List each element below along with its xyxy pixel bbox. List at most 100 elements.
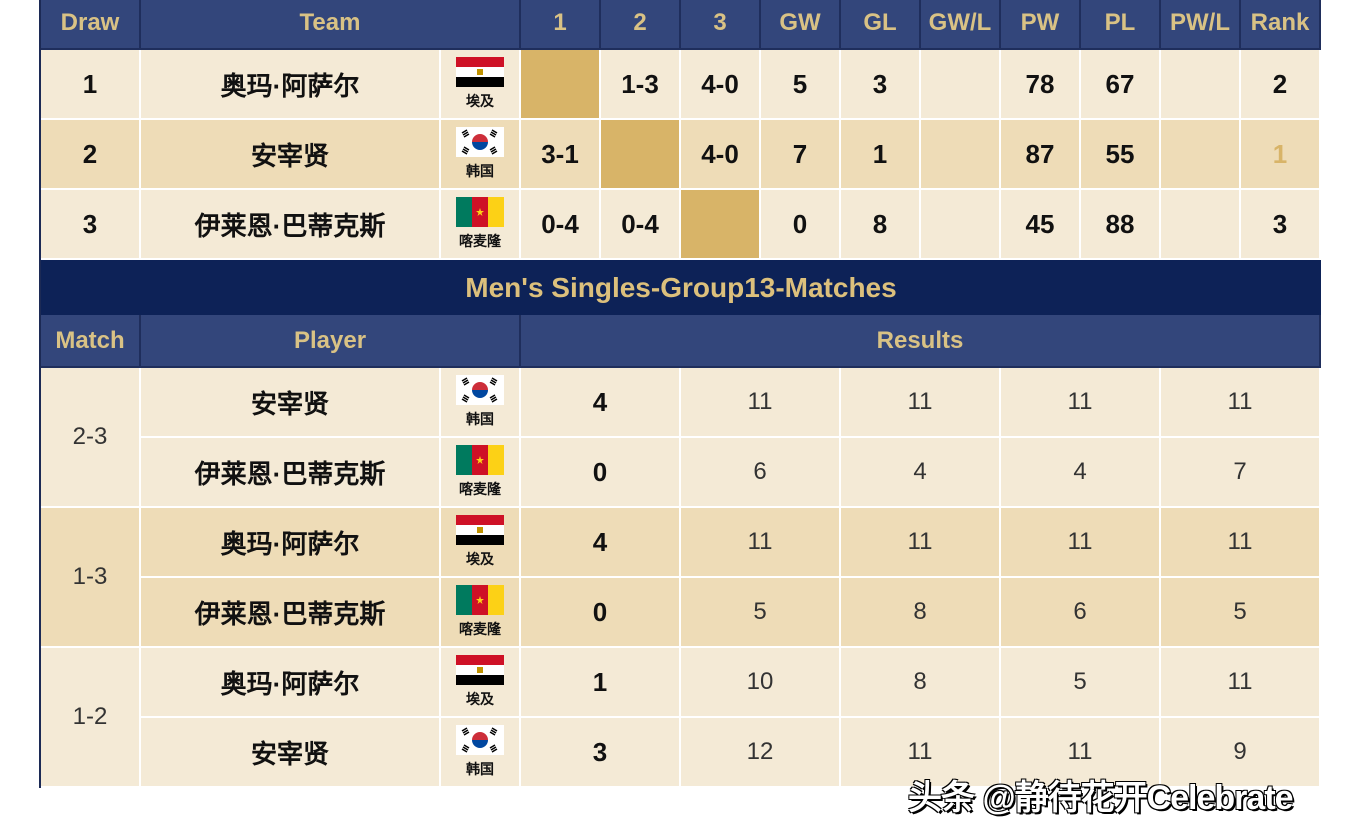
draw-cell: 1 xyxy=(41,50,141,120)
country-label: 喀麦隆 xyxy=(459,621,501,637)
header-pl: PL xyxy=(1081,0,1161,50)
game-score: 4 xyxy=(1001,438,1161,508)
gl-cell: 1 xyxy=(841,120,921,190)
game-score: 8 xyxy=(841,578,1001,648)
game-score: 11 xyxy=(841,718,1001,788)
header-pw: PW xyxy=(1001,0,1081,50)
rank-cell: 3 xyxy=(1241,190,1321,260)
country-label: 埃及 xyxy=(466,93,494,109)
game-score: 11 xyxy=(681,368,841,438)
game-score: 7 xyxy=(1161,438,1321,508)
player-name: 安宰贤 xyxy=(141,368,441,438)
game-score: 5 xyxy=(681,578,841,648)
game-score: 9 xyxy=(1161,718,1321,788)
header-pwl: PW/L xyxy=(1161,0,1241,50)
header-gwl: GW/L xyxy=(921,0,1001,50)
match-score: 0 xyxy=(521,578,681,648)
player-name: 奥玛·阿萨尔 xyxy=(141,508,441,578)
flag-cell: 韩国 xyxy=(441,120,521,190)
header-results: Results xyxy=(521,315,1321,368)
game-score: 11 xyxy=(681,508,841,578)
game-score: 12 xyxy=(681,718,841,788)
results-table: Draw Team 1 2 3 GW GL GW/L PW PL PW/L Rank 1 奥玛·阿萨尔 埃及… xyxy=(39,0,1321,788)
pw-cell: 45 xyxy=(1001,190,1081,260)
flag-cell: 埃及 xyxy=(441,648,521,718)
gw-cell: 5 xyxy=(761,50,841,120)
country-label: 喀麦隆 xyxy=(459,233,501,249)
watermark: 头条 @静待花开Celebrate xyxy=(908,779,1294,817)
player-name: 伊莱恩·巴蒂克斯 xyxy=(141,438,441,508)
cameroon-flag-icon xyxy=(456,197,504,227)
r1-cell: 0-4 xyxy=(521,190,601,260)
flag-cell: 韩国 xyxy=(441,368,521,438)
gl-cell: 8 xyxy=(841,190,921,260)
r3-cell: 4-0 xyxy=(681,120,761,190)
match-score: 1 xyxy=(521,648,681,718)
pwl-cell xyxy=(1161,190,1241,260)
header-player: Player xyxy=(141,315,521,368)
match-label: 1-3 xyxy=(41,508,141,648)
r2-cell: 0-4 xyxy=(601,190,681,260)
country-label: 韩国 xyxy=(466,163,494,179)
team-name: 安宰贤 xyxy=(141,120,441,190)
match-score: 0 xyxy=(521,438,681,508)
match-score: 3 xyxy=(521,718,681,788)
country-label: 喀麦隆 xyxy=(459,481,501,497)
pwl-cell xyxy=(1161,120,1241,190)
header-match: Match xyxy=(41,315,141,368)
r2-cell: 1-3 xyxy=(601,50,681,120)
pl-cell: 67 xyxy=(1081,50,1161,120)
gwl-cell xyxy=(921,50,1001,120)
draw-cell: 3 xyxy=(41,190,141,260)
header-2: 2 xyxy=(601,0,681,50)
country-label: 埃及 xyxy=(466,551,494,567)
header-rank: Rank xyxy=(1241,0,1321,50)
r1-cell xyxy=(521,50,601,120)
game-score: 11 xyxy=(841,368,1001,438)
draw-cell: 2 xyxy=(41,120,141,190)
game-score: 4 xyxy=(841,438,1001,508)
game-score: 5 xyxy=(1161,578,1321,648)
egypt-flag-icon xyxy=(456,515,504,545)
flag-cell: 喀麦隆 xyxy=(441,190,521,260)
korea-flag-icon xyxy=(456,375,504,405)
game-score: 5 xyxy=(1001,648,1161,718)
egypt-flag-icon xyxy=(456,655,504,685)
country-label: 韩国 xyxy=(466,411,494,427)
game-score: 11 xyxy=(1161,508,1321,578)
rank-cell: 1 xyxy=(1241,120,1321,190)
header-3: 3 xyxy=(681,0,761,50)
game-score: 11 xyxy=(1001,718,1161,788)
game-score: 6 xyxy=(681,438,841,508)
r2-cell xyxy=(601,120,681,190)
match-label: 2-3 xyxy=(41,368,141,508)
game-score: 8 xyxy=(841,648,1001,718)
player-name: 安宰贤 xyxy=(141,718,441,788)
match-score: 4 xyxy=(521,368,681,438)
r1-cell: 3-1 xyxy=(521,120,601,190)
game-score: 6 xyxy=(1001,578,1161,648)
pw-cell: 87 xyxy=(1001,120,1081,190)
header-team: Team xyxy=(141,0,521,50)
r3-cell: 4-0 xyxy=(681,50,761,120)
match-label: 1-2 xyxy=(41,648,141,788)
pw-cell: 78 xyxy=(1001,50,1081,120)
egypt-flag-icon xyxy=(456,57,504,87)
country-label: 韩国 xyxy=(466,761,494,777)
header-draw: Draw xyxy=(41,0,141,50)
game-score: 11 xyxy=(1161,368,1321,438)
korea-flag-icon xyxy=(456,725,504,755)
game-score: 11 xyxy=(1001,368,1161,438)
header-gw: GW xyxy=(761,0,841,50)
matches-title: Men's Singles-Group13-Matches xyxy=(41,260,1321,315)
game-score: 11 xyxy=(841,508,1001,578)
game-score: 11 xyxy=(1001,508,1161,578)
cameroon-flag-icon xyxy=(456,445,504,475)
rank-cell: 2 xyxy=(1241,50,1321,120)
gwl-cell xyxy=(921,190,1001,260)
match-score: 4 xyxy=(521,508,681,578)
team-name: 伊莱恩·巴蒂克斯 xyxy=(141,190,441,260)
gwl-cell xyxy=(921,120,1001,190)
flag-cell: 埃及 xyxy=(441,50,521,120)
game-score: 11 xyxy=(1161,648,1321,718)
